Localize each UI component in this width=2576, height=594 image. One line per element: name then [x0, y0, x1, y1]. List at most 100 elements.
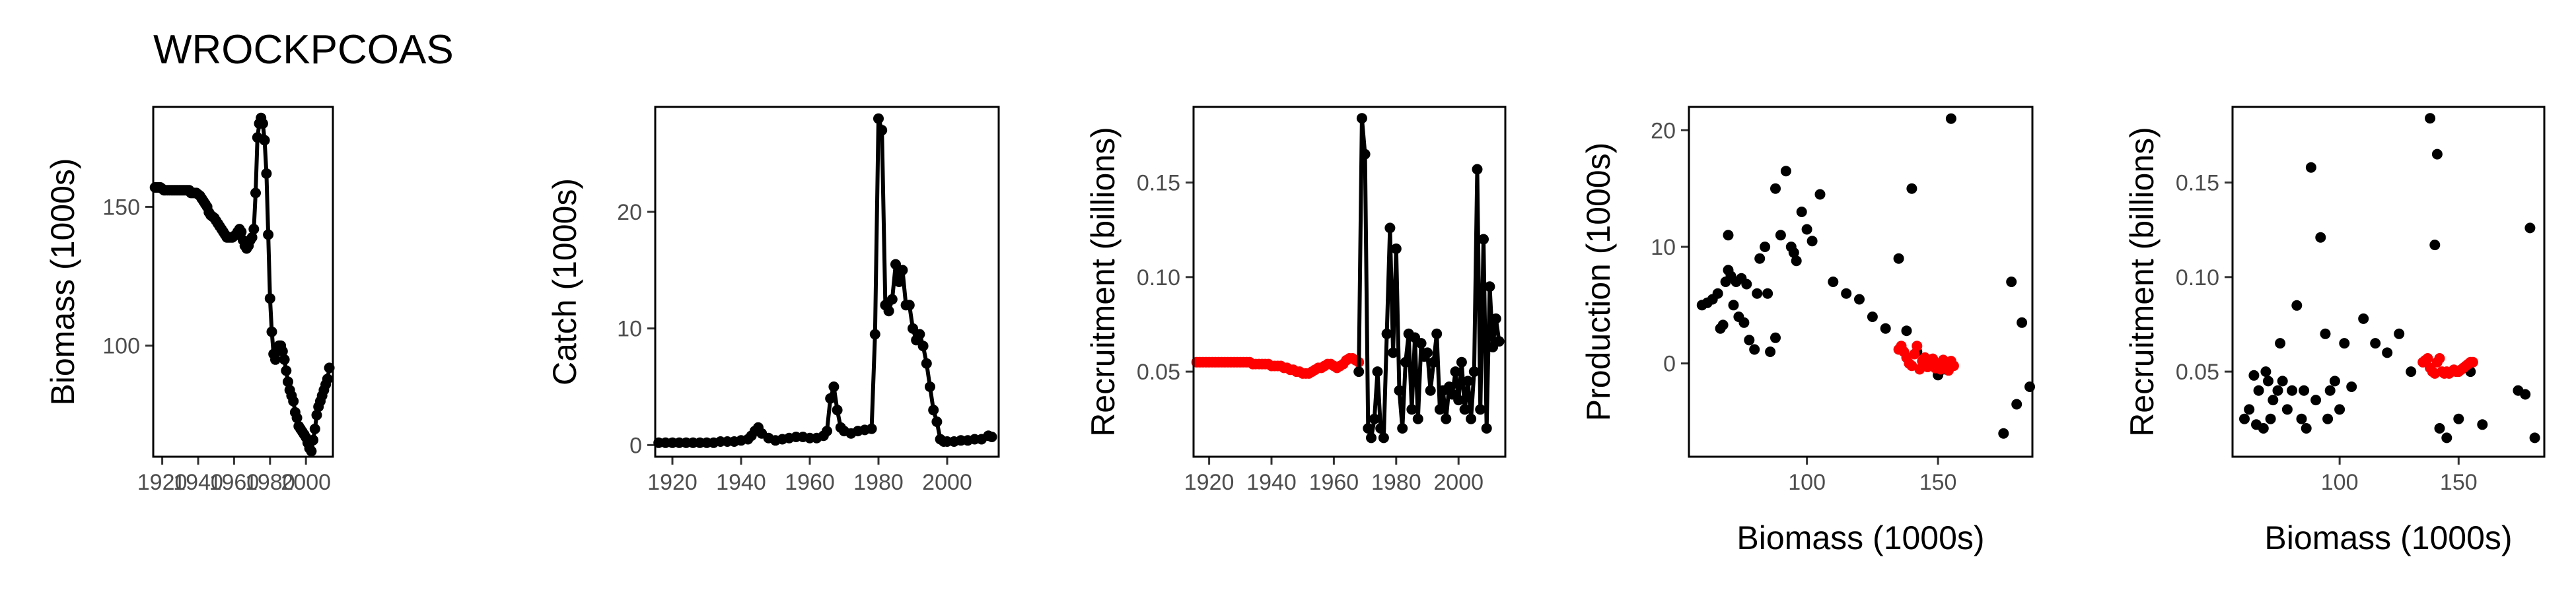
data-point: [2310, 395, 2322, 406]
data-point: [2382, 347, 2393, 358]
data-point: [2429, 240, 2441, 251]
data-point: [1780, 166, 1791, 177]
data-point: [257, 118, 268, 129]
data-point: [2431, 148, 2443, 160]
data-point: [1397, 423, 1408, 434]
series-line: [657, 116, 994, 445]
data-point: [1775, 230, 1786, 241]
data-point: [1466, 413, 1477, 424]
data-point: [1434, 404, 1445, 415]
data-point: [1744, 335, 1755, 346]
x-tick-label: 1960: [785, 470, 835, 495]
data-point: [1723, 230, 1734, 241]
data-point: [1717, 319, 1729, 331]
y-tick-label: 0: [629, 433, 642, 458]
panel-4: 100 150 0 10 20 Production (1000s) Biomass (10…: [1580, 106, 2035, 556]
y-axis-title: Biomass (1000s): [44, 158, 81, 405]
data-point: [2329, 376, 2340, 387]
data-point: [2477, 419, 2488, 430]
data-point: [308, 434, 319, 446]
data-point: [925, 381, 935, 392]
data-point: [2281, 404, 2293, 415]
data-point: [894, 277, 905, 287]
data-point: [2244, 404, 2255, 415]
data-point: [1481, 423, 1492, 434]
data-point: [2260, 366, 2272, 378]
y-tick-label: 0: [1663, 352, 1676, 377]
data-point: [2268, 395, 2279, 406]
data-point: [1752, 288, 1763, 299]
data-point: [1459, 404, 1470, 415]
data-point: [1893, 253, 1904, 264]
x-tick-label: 1920: [137, 470, 188, 495]
data-point: [1493, 336, 1505, 347]
x-axis-title: Biomass (1000s): [1736, 519, 1984, 556]
x-tick-label: 1920: [1184, 470, 1234, 495]
data-point: [266, 326, 277, 337]
chart-title: WROCKPCOAS: [153, 27, 454, 73]
x-tick-label: 150: [2440, 470, 2478, 495]
x-tick-label: 1980: [1371, 470, 1421, 495]
data-point: [2011, 399, 2022, 410]
data-point: [890, 259, 901, 270]
data-point: [1472, 164, 1483, 175]
data-point: [279, 354, 290, 365]
data-point: [877, 125, 888, 136]
data-point: [931, 416, 943, 427]
data-point: [283, 376, 293, 387]
data-point: [1770, 183, 1781, 194]
y-axis-title: Production (1000s): [1580, 143, 1617, 421]
data-point: [2320, 328, 2331, 339]
data-point: [2275, 338, 2286, 349]
data-point: [1381, 328, 1392, 339]
data-point: [1415, 338, 1427, 349]
y-tick-label: 10: [617, 317, 642, 342]
data-point: [1762, 288, 1773, 299]
x-tick-label: 100: [2321, 470, 2359, 495]
panel-3: 1920 1940 1960 1980 2000 0.05 0.10 0.15 Recruitm…: [1085, 106, 1507, 495]
x-tick-label: 2000: [281, 470, 331, 495]
y-axis-title: Catch (1000s): [546, 178, 583, 385]
data-point: [2358, 313, 2369, 324]
x-tick-label: 150: [1919, 470, 1957, 495]
data-point: [1394, 385, 1405, 396]
data-point: [2263, 376, 2273, 387]
data-point: [825, 393, 836, 404]
y-tick-label: 0.15: [2176, 171, 2219, 196]
data-point: [1406, 404, 1417, 415]
data-point: [1948, 360, 1959, 372]
data-point: [322, 374, 333, 385]
data-point: [1791, 255, 1802, 267]
data-point: [1867, 312, 1878, 322]
x-tick-label: 1960: [209, 470, 260, 495]
data-point: [1712, 288, 1723, 299]
data-point: [259, 135, 270, 146]
data-point: [828, 381, 840, 392]
data-point: [1738, 317, 1750, 328]
data-point: [904, 300, 915, 311]
data-point: [2434, 353, 2445, 364]
series-2: [2417, 353, 2478, 379]
data-point: [1412, 413, 1423, 424]
data-point: [1353, 366, 1365, 378]
data-point: [2239, 413, 2250, 424]
data-point: [2322, 413, 2334, 424]
data-point: [1728, 300, 1739, 311]
data-point: [1384, 222, 1396, 234]
data-point: [1909, 348, 1920, 360]
data-point: [914, 329, 925, 340]
data-point: [1363, 423, 1374, 434]
x-tick-label: 1920: [647, 470, 698, 495]
data-point: [1998, 428, 2009, 439]
data-point: [986, 432, 997, 442]
data-point: [1356, 113, 1367, 124]
data-point: [1828, 277, 1839, 287]
y-tick-label: 0.05: [1137, 360, 1180, 385]
data-point: [1388, 347, 1399, 358]
x-tick-label: 1940: [716, 470, 766, 495]
data-point: [1456, 356, 1467, 368]
data-point: [1807, 236, 1818, 247]
y-tick-label: 0.10: [2176, 265, 2219, 290]
